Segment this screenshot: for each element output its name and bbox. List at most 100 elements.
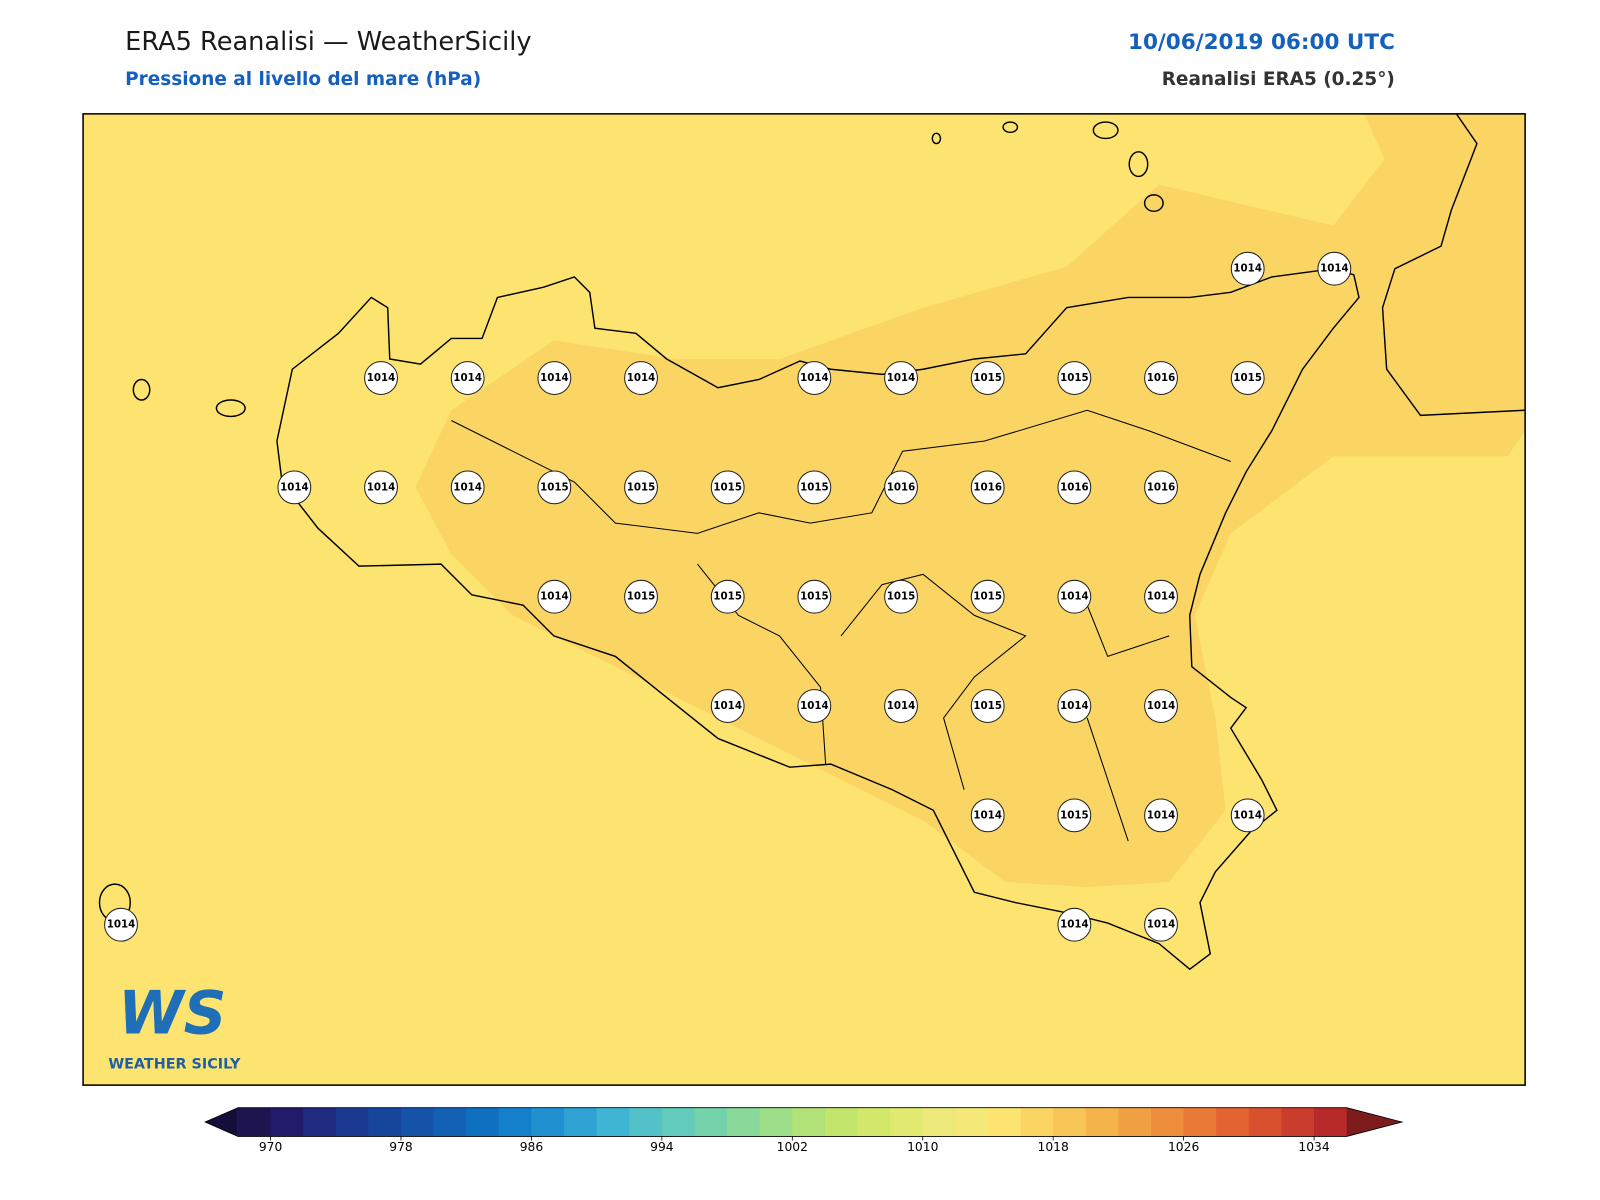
station-value: 1015: [887, 591, 916, 603]
station-value: 1015: [627, 481, 656, 493]
station-value: 1014: [627, 372, 656, 384]
station-marker: [1057, 798, 1092, 833]
station-value: 1014: [713, 700, 742, 712]
colorbar-swatch: [727, 1107, 761, 1137]
station-value: 1015: [713, 591, 742, 603]
colorbar-swatch: [824, 1107, 859, 1137]
colorbar-swatch: [890, 1107, 924, 1137]
station-value: 1014: [1233, 809, 1262, 821]
station-value: 1014: [1147, 809, 1176, 821]
colorbar-swatch: [629, 1107, 663, 1137]
colorbar-swatch: [922, 1107, 956, 1137]
station-marker: [710, 470, 745, 505]
station-marker: [364, 361, 398, 395]
colorbar-tick-label: 986: [520, 1140, 544, 1154]
colorbar-over: [1346, 1107, 1403, 1137]
colorbar: 970 978 986 994 1002 1010 1018 1026 1034: [204, 1107, 1404, 1154]
station-value: 1014: [973, 809, 1002, 821]
station-value: 1016: [887, 481, 916, 493]
station-marker: [450, 361, 485, 395]
colorbar-swatch: [1314, 1107, 1348, 1137]
source: Reanalisi ERA5 (0.25°): [1162, 69, 1395, 90]
colorbar-swatch: [1020, 1107, 1054, 1137]
colorbar-swatch: [1085, 1107, 1119, 1137]
station-marker: [1144, 907, 1178, 942]
colorbar-swatch: [1151, 1107, 1185, 1137]
colorbar-tick-label: 1026: [1168, 1140, 1199, 1154]
colorbar-swatch: [1183, 1107, 1217, 1137]
colorbar-swatch: [857, 1107, 891, 1137]
station-value: 1014: [453, 481, 482, 493]
map: 1014 1014 1014 1014 1014 1014 1014 1014 1015 1015…: [83, 113, 1526, 1086]
station-marker: [710, 579, 745, 614]
station-value: 1014: [1320, 263, 1349, 275]
station-marker: [1057, 689, 1092, 723]
station-value: 1015: [973, 700, 1002, 712]
logo-mark: WS: [118, 980, 226, 1049]
station-marker: [970, 470, 1005, 505]
station-marker: [364, 470, 398, 505]
colorbar-swatch: [694, 1107, 728, 1137]
colorbar-swatch: [400, 1107, 435, 1137]
station-value: 1016: [1147, 481, 1176, 493]
station-value: 1014: [1233, 263, 1262, 275]
station-value: 1014: [1060, 591, 1089, 603]
station-value: 1014: [800, 700, 829, 712]
station-marker: [797, 689, 832, 723]
station-value: 1014: [540, 372, 569, 384]
station-marker: [1144, 470, 1178, 505]
station-marker: [624, 579, 658, 614]
station-marker: [1057, 579, 1092, 614]
station-marker: [1144, 689, 1178, 723]
station-value: 1014: [1060, 700, 1089, 712]
subtitle: Pressione al livello del mare (hPa): [125, 69, 481, 90]
colorbar-swatch: [987, 1107, 1022, 1137]
station-marker: [1317, 251, 1352, 286]
station-marker: [1057, 907, 1092, 942]
colorbar-swatch: [531, 1107, 565, 1137]
station-marker: [1144, 579, 1178, 614]
colorbar-outline: [204, 1107, 1404, 1137]
colorbar-swatch: [759, 1107, 793, 1137]
colorbar-swatch: [661, 1107, 695, 1137]
station-value: 1016: [1147, 372, 1176, 384]
map-frame: [82, 113, 1526, 1086]
station-value: 1014: [887, 372, 916, 384]
station-value: 1015: [973, 591, 1002, 603]
station-value: 1016: [1060, 481, 1089, 493]
station-marker: [884, 579, 918, 614]
colorbar-swatch: [237, 1107, 272, 1137]
station-marker: [1057, 470, 1092, 505]
station-marker: [797, 361, 832, 395]
station-value: 1015: [800, 591, 829, 603]
station-marker: [797, 470, 832, 505]
station-value: 1014: [280, 481, 309, 493]
station-marker: [1057, 361, 1092, 395]
colorbar-tick-label: 1034: [1298, 1140, 1329, 1154]
colorbar-tick-label: 978: [389, 1140, 412, 1154]
station-marker: [537, 361, 572, 395]
station-value: 1014: [367, 481, 396, 493]
colorbar-swatch: [466, 1107, 500, 1137]
colorbar-swatch: [335, 1107, 369, 1137]
colorbar-swatch: [368, 1107, 402, 1137]
title: ERA5 Reanalisi — WeatherSicily: [125, 27, 531, 57]
station-marker: [277, 470, 312, 505]
station-value: 1015: [800, 481, 829, 493]
colorbar-swatch: [564, 1107, 598, 1137]
station-value: 1015: [973, 372, 1002, 384]
colorbar-swatch: [1216, 1107, 1250, 1137]
station-value: 1015: [1060, 372, 1089, 384]
station-value: 1014: [1147, 591, 1176, 603]
station-value: 1014: [367, 372, 396, 384]
station-marker: [884, 689, 918, 723]
colorbar-tick-label: 1010: [907, 1140, 938, 1154]
colorbar-swatch: [433, 1107, 467, 1137]
colorbar-tick-label: 1002: [777, 1140, 808, 1154]
datetime: 10/06/2019 06:00 UTC: [1128, 30, 1395, 55]
station-marker: [537, 470, 572, 505]
colorbar-swatch: [1118, 1107, 1152, 1137]
station-marker: [450, 470, 485, 505]
station-value: 1015: [540, 481, 569, 493]
